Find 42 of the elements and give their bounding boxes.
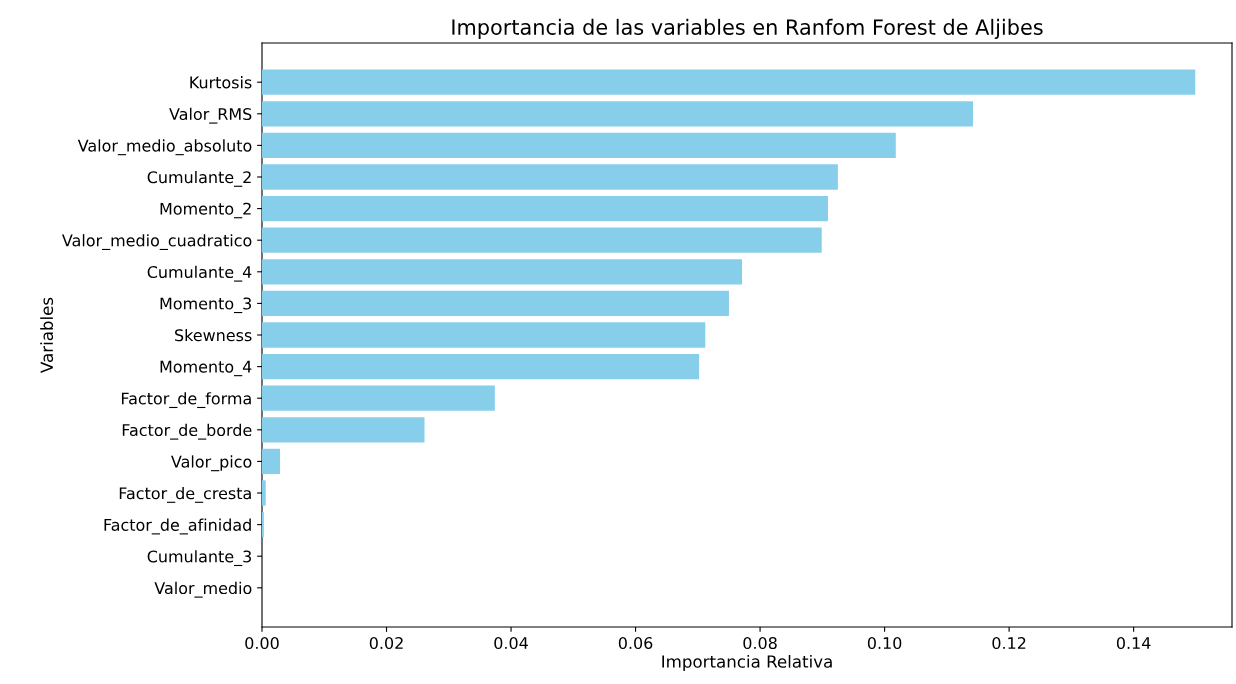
y-tick-label: Valor_pico	[171, 455, 252, 472]
y-tick-label: Factor_de_cresta	[119, 486, 251, 503]
bar	[262, 448, 281, 475]
y-tick-label: Valor_medio_cuadratico	[62, 234, 252, 251]
x-tick-label: 0.06	[618, 637, 653, 650]
x-axis-title: Importancia Relativa	[662, 654, 832, 672]
x-tick-label: 0.00	[245, 637, 279, 650]
y-tick-label: Factor_de_afinidad	[104, 518, 251, 535]
bar	[262, 322, 706, 348]
bar	[262, 227, 822, 253]
bar	[262, 385, 495, 411]
y-tick-label: Skewness	[175, 328, 252, 342]
x-tick-label: 0.04	[494, 637, 528, 650]
bar	[262, 132, 896, 159]
y-tick-label: Valor_medio	[154, 581, 252, 598]
bar	[262, 480, 266, 506]
bar	[262, 69, 1196, 95]
x-tick-label: 0.02	[369, 637, 403, 650]
bar	[262, 290, 729, 317]
x-tick-label: 0.14	[1116, 637, 1151, 650]
bar	[262, 417, 425, 443]
y-tick-label: Momento_4	[160, 360, 252, 377]
y-tick-label: Valor_medio_absoluto	[77, 139, 252, 156]
y-tick-label: Valor_RMS	[169, 107, 252, 124]
bar	[262, 259, 743, 285]
x-tick-label: 0.12	[992, 637, 1026, 650]
chart-title: Importancia de las variables en Ranfom Forest de Aljibes	[452, 18, 1043, 39]
y-tick-label: Momento_3	[160, 297, 251, 314]
bar	[262, 195, 828, 222]
y-tick-label: Factor_de_forma	[121, 392, 251, 409]
x-tick-label: 0.10	[867, 637, 902, 650]
y-tick-label: Cumulante_4	[147, 265, 252, 282]
y-tick-label: Cumulante_2	[147, 170, 251, 187]
y-tick-label: Cumulante_3	[147, 550, 251, 567]
bar	[262, 164, 838, 190]
bar	[262, 101, 973, 127]
y-axis-title: Variables	[40, 297, 54, 373]
bar	[262, 353, 700, 380]
x-tick-label: 0.08	[743, 637, 777, 650]
y-tick-label: Factor_de_borde	[122, 423, 252, 440]
y-tick-label: Momento_2	[160, 202, 251, 219]
y-tick-label: Kurtosis	[190, 76, 252, 89]
